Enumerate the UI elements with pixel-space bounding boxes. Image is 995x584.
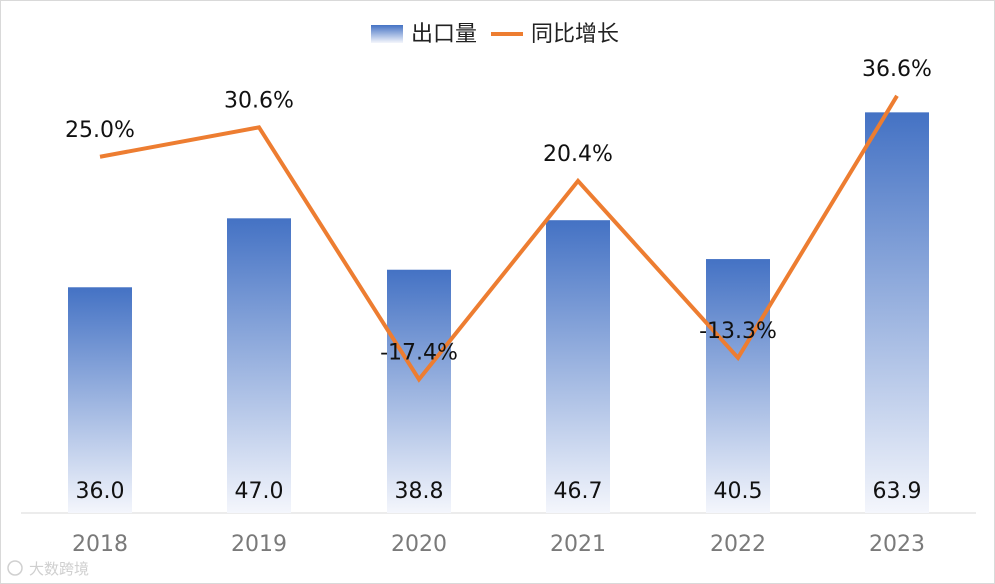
legend-label-line: 同比增长 [531, 22, 619, 47]
bar-2021 [546, 220, 610, 514]
line-value-labels: 25.0% 30.6% -17.4% 20.4% -13.3% 36.6% [65, 57, 932, 366]
bar-2019 [227, 218, 291, 513]
bar-2022 [706, 259, 770, 513]
legend-swatch-bar [371, 25, 403, 43]
x-tick-2020: 2020 [391, 532, 447, 557]
bar-2018 [68, 287, 132, 513]
line-label-2019: 30.6% [224, 88, 294, 113]
bar-2020 [387, 269, 451, 513]
x-tick-2022: 2022 [710, 532, 766, 557]
legend-label-bar: 出口量 [411, 22, 477, 47]
bar-label-2021: 46.7 [554, 479, 603, 504]
legend: 出口量 同比增长 [371, 22, 619, 47]
bar-label-2020: 38.8 [395, 479, 444, 504]
x-tick-2023: 2023 [869, 532, 925, 557]
growth-line [99, 94, 899, 383]
x-tick-2018: 2018 [72, 532, 128, 557]
x-tick-labels: 2018 2019 2020 2021 2022 2023 [72, 532, 925, 557]
bar-label-2018: 36.0 [76, 479, 125, 504]
line-label-2021: 20.4% [543, 142, 613, 167]
x-tick-2019: 2019 [231, 532, 287, 557]
line-label-2018: 25.0% [65, 118, 135, 143]
line-series [99, 94, 899, 383]
bar-2023 [865, 112, 929, 514]
bar-value-labels: 36.0 47.0 38.8 46.7 40.5 63.9 [76, 479, 922, 504]
bar-series [68, 112, 929, 514]
line-label-2022: -13.3% [699, 319, 777, 344]
line-label-2020: -17.4% [380, 340, 458, 365]
bar-label-2023: 63.9 [873, 479, 922, 504]
watermark-logo-icon [7, 560, 23, 576]
bar-label-2019: 47.0 [235, 479, 284, 504]
line-label-2023: 36.6% [862, 57, 932, 82]
bar-label-2022: 40.5 [714, 479, 763, 504]
x-tick-2021: 2021 [550, 532, 606, 557]
watermark: 大数跨境 [7, 560, 89, 578]
watermark-text: 大数跨境 [29, 560, 89, 578]
